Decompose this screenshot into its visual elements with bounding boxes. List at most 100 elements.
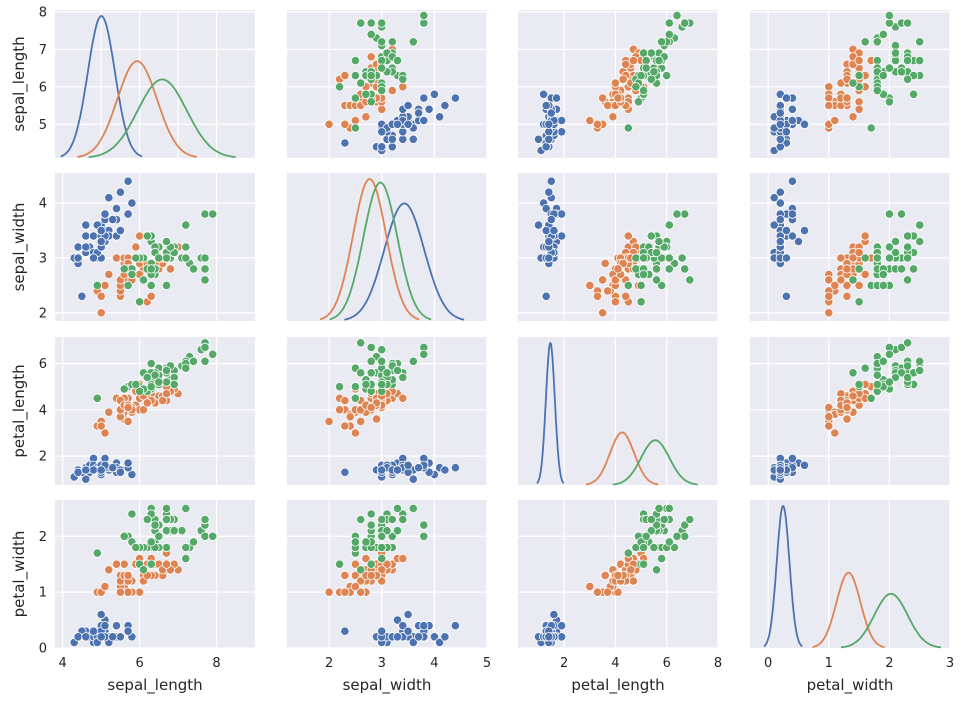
- scatter-point-group-1: [836, 253, 846, 263]
- scatter-point-group-1: [340, 570, 350, 581]
- scatter-point-group-0: [787, 209, 798, 219]
- scatter-point-group-2: [177, 526, 187, 536]
- scatter-point-group-2: [350, 93, 360, 103]
- scatter-point-group-2: [896, 67, 907, 77]
- scatter-point-group-0: [96, 609, 106, 620]
- scatter-point-group-0: [769, 220, 779, 230]
- scatter-point-group-0: [775, 134, 785, 144]
- x-axis-label: sepal_width: [343, 676, 432, 695]
- panel-petal_length-vs-petal_length: [518, 337, 719, 486]
- scatter-point-group-1: [585, 581, 595, 592]
- scatter-point-group-1: [830, 280, 840, 290]
- scatter-point-group-1: [824, 308, 834, 318]
- scatter-point-group-2: [392, 55, 403, 66]
- scatter-point-group-1: [142, 398, 152, 408]
- scatter-point-group-2: [890, 48, 901, 58]
- scatter-point-group-2: [131, 379, 141, 389]
- scatter-point-group-2: [200, 531, 210, 541]
- scatter-point-group-2: [188, 537, 199, 547]
- scatter-point-group-2: [646, 231, 656, 241]
- scatter-point-group-1: [334, 405, 345, 415]
- scatter-point-group-2: [119, 384, 129, 394]
- scatter-point-group-1: [597, 93, 608, 103]
- scatter-point-group-0: [123, 626, 133, 636]
- scatter-point-group-2: [398, 372, 408, 383]
- scatter-point-group-1: [628, 576, 639, 586]
- scatter-point-group-2: [908, 89, 919, 99]
- scatter-point-group-2: [659, 514, 669, 525]
- scatter-point-group-0: [775, 119, 785, 129]
- x-tick-label: 2: [325, 656, 333, 671]
- scatter-point-group-2: [664, 18, 674, 28]
- scatter-point-group-2: [366, 559, 376, 569]
- scatter-point-group-2: [181, 220, 191, 230]
- scatter-point-group-0: [544, 119, 554, 129]
- scatter-point-group-2: [181, 363, 191, 373]
- scatter-point-group-2: [161, 503, 172, 513]
- scatter-point-group-2: [915, 37, 925, 47]
- scatter-point-group-2: [623, 123, 633, 133]
- scatter-point-group-2: [680, 531, 690, 541]
- scatter-point-group-0: [549, 226, 559, 236]
- y-tick-label: 4: [39, 403, 47, 418]
- scatter-point-group-0: [787, 115, 798, 126]
- scatter-point-group-2: [161, 365, 172, 376]
- scatter-point-group-0: [781, 226, 792, 236]
- y-tick-label: 6: [39, 80, 47, 95]
- scatter-point-group-2: [902, 242, 913, 252]
- scatter-point-group-1: [366, 402, 376, 413]
- scatter-point-group-1: [824, 402, 834, 413]
- scatter-point-group-2: [848, 275, 858, 285]
- scatter-point-group-1: [324, 587, 334, 597]
- scatter-point-group-2: [142, 372, 152, 383]
- scatter-point-group-0: [440, 465, 450, 475]
- scatter-point-group-2: [146, 559, 156, 569]
- scatter-point-group-0: [546, 215, 556, 225]
- scatter-point-group-1: [603, 100, 613, 111]
- scatter-point-group-1: [848, 112, 858, 122]
- scatter-point-group-1: [366, 570, 376, 581]
- scatter-point-group-2: [366, 29, 376, 40]
- panel-background: [55, 337, 255, 485]
- scatter-point-group-0: [81, 632, 91, 642]
- scatter-point-group-2: [181, 253, 191, 263]
- scatter-point-group-2: [641, 63, 651, 73]
- scatter-point-group-2: [154, 253, 164, 263]
- kde-line-group-0: [344, 202, 465, 321]
- scatter-point-group-2: [200, 264, 210, 274]
- scatter-point-group-2: [848, 78, 858, 88]
- scatter-point-group-1: [158, 395, 168, 406]
- scatter-point-group-2: [356, 565, 366, 575]
- scatter-point-group-2: [685, 275, 695, 285]
- panel-petal_length-vs-sepal_length: [55, 337, 255, 485]
- scatter-point-group-0: [799, 119, 810, 129]
- scatter-point-group-0: [413, 632, 424, 642]
- scatter-point-group-2: [142, 514, 152, 525]
- scatter-point-group-1: [340, 71, 350, 81]
- scatter-point-group-1: [592, 587, 603, 597]
- scatter-point-group-1: [621, 59, 631, 69]
- scatter-point-group-0: [440, 100, 450, 111]
- scatter-point-group-2: [884, 97, 895, 107]
- scatter-point-group-1: [623, 231, 633, 241]
- scatter-point-group-1: [356, 576, 366, 586]
- scatter-point-group-2: [631, 82, 641, 92]
- scatter-point-group-2: [366, 342, 376, 352]
- scatter-point-group-2: [377, 531, 387, 541]
- scatter-point-group-2: [392, 526, 403, 536]
- scatter-point-group-0: [392, 632, 403, 642]
- scatter-point-group-0: [111, 621, 122, 631]
- scatter-point-group-2: [366, 18, 376, 28]
- scatter-point-group-1: [613, 570, 623, 581]
- scatter-point-group-1: [340, 587, 350, 597]
- scatter-point-group-2: [377, 356, 387, 366]
- scatter-point-group-0: [73, 242, 83, 252]
- scatter-point-group-0: [787, 231, 798, 241]
- scatter-point-group-1: [111, 559, 122, 569]
- scatter-point-group-2: [382, 526, 392, 536]
- scatter-point-group-1: [104, 269, 114, 279]
- scatter-point-group-1: [340, 395, 350, 406]
- scatter-point-group-0: [403, 609, 413, 620]
- scatter-point-group-2: [662, 71, 672, 81]
- panel-sepal_width-vs-sepal_length: [55, 173, 255, 321]
